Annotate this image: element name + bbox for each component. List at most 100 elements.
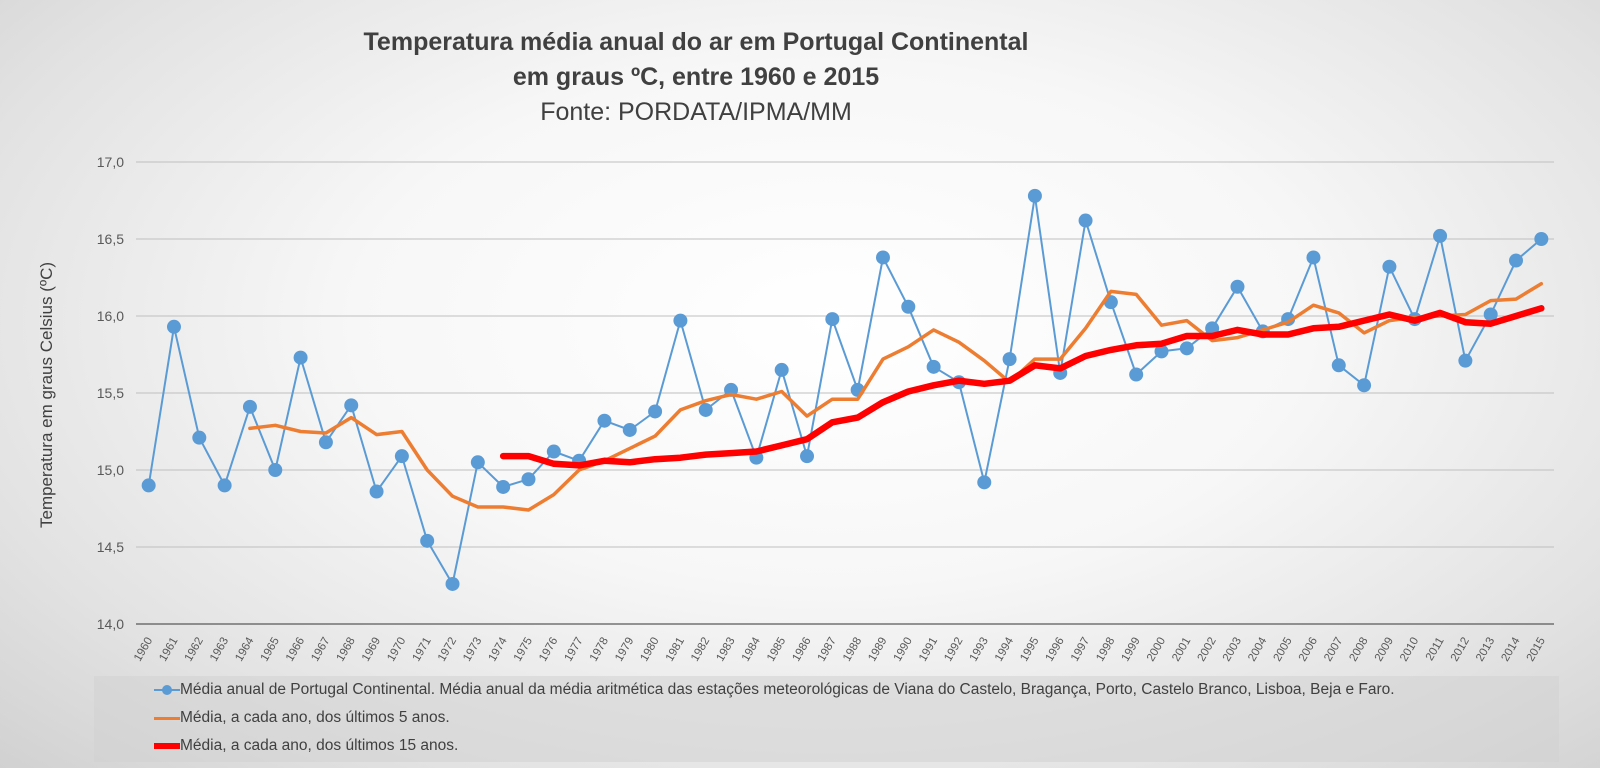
- series-lines: [141, 188, 1549, 591]
- y-tick-label: 14,5: [97, 539, 124, 555]
- data-point-annual: [648, 404, 663, 419]
- data-point-annual: [673, 313, 688, 328]
- legend-item-15yr: Média, a cada ano, dos últimos 15 anos.: [154, 737, 459, 755]
- x-tick-label: 1993: [968, 636, 991, 664]
- data-point-annual: [420, 533, 435, 548]
- series-line-15yr: [499, 305, 1545, 469]
- data-point-annual: [1433, 228, 1448, 243]
- x-tick-label: 1970: [385, 636, 408, 664]
- data-point-annual: [369, 484, 384, 499]
- data-point-annual: [268, 463, 283, 477]
- data-point-annual: [1458, 353, 1473, 368]
- chart-title: Temperatura média anual do ar em Portuga…: [363, 28, 1029, 56]
- x-tick-label: 1982: [689, 636, 712, 664]
- data-point-annual: [926, 359, 941, 374]
- data-point-annual: [698, 402, 713, 417]
- x-tick-label: 1986: [790, 636, 813, 664]
- chart-subtitle: em graus ºC, entre 1960 e 2015: [512, 63, 880, 91]
- x-tick-label: 1980: [638, 636, 661, 664]
- data-point-annual: [166, 319, 181, 334]
- chart-source: Fonte: PORDATA/IPMA/MM: [540, 98, 852, 126]
- x-tick-label: 1975: [512, 636, 535, 664]
- x-tick-label: 1963: [208, 636, 231, 664]
- data-point-annual: [1331, 358, 1346, 373]
- legend: Média anual de Portugal Continental. Méd…: [94, 676, 1559, 762]
- x-tick-label: 1979: [613, 636, 636, 664]
- data-point-annual: [242, 399, 257, 414]
- data-point-annual: [1509, 253, 1524, 268]
- x-tick-label: 1967: [309, 636, 332, 664]
- data-point-annual: [217, 478, 232, 493]
- data-point-annual: [1002, 352, 1017, 367]
- x-tick-label: 1974: [487, 635, 510, 664]
- x-tick-label: 1991: [917, 636, 940, 664]
- y-tick-label: 15,5: [97, 385, 124, 401]
- x-tick-label: 1995: [1018, 636, 1041, 664]
- series-line-5yr: [248, 281, 1544, 512]
- x-tick-label: 2014: [1499, 635, 1522, 664]
- data-point-annual: [546, 444, 561, 459]
- x-tick-label: 1976: [537, 636, 560, 664]
- x-tick-label: 1998: [1094, 636, 1117, 664]
- x-tick-label: 2000: [1145, 636, 1168, 664]
- x-tick-label: 2013: [1474, 636, 1497, 664]
- x-tick-label: 2003: [1221, 636, 1244, 664]
- data-point-annual: [293, 350, 308, 365]
- x-tick-label: 1973: [461, 636, 484, 664]
- y-tick-label: 16,5: [97, 231, 124, 247]
- data-point-annual: [1230, 279, 1245, 294]
- x-tick-label: 2002: [1196, 636, 1219, 664]
- x-tick-label: 1984: [740, 635, 763, 664]
- x-axis-ticks: 1960 1961 1962 1963 1964 1965 1966 1967 1968 1969…: [132, 635, 1548, 664]
- legend-label: Média, a cada ano, dos últimos 15 anos.: [180, 737, 459, 754]
- x-tick-label: 1960: [132, 636, 155, 664]
- data-point-annual: [394, 449, 409, 464]
- data-point-annual: [1382, 259, 1397, 274]
- data-point-annual: [977, 475, 992, 490]
- x-tick-label: 1994: [993, 635, 1016, 664]
- x-tick-label: 2015: [1525, 636, 1548, 664]
- x-tick-label: 1987: [816, 636, 839, 664]
- data-point-annual: [1306, 250, 1321, 265]
- data-point-annual: [1534, 232, 1549, 246]
- data-point-annual: [521, 472, 536, 487]
- x-tick-label: 1961: [157, 636, 180, 664]
- data-point-annual: [875, 250, 890, 265]
- y-tick-label: 14,0: [97, 616, 124, 632]
- x-tick-label: 2009: [1373, 636, 1396, 664]
- x-tick-label: 1983: [714, 636, 737, 664]
- data-point-annual: [1154, 344, 1169, 359]
- x-tick-label: 1989: [866, 636, 889, 664]
- x-tick-label: 2006: [1297, 636, 1320, 664]
- data-point-annual: [1129, 367, 1144, 382]
- data-point-annual: [597, 413, 612, 428]
- x-tick-label: 1972: [436, 636, 459, 664]
- data-point-annual: [1483, 307, 1498, 322]
- data-point-annual: [496, 479, 511, 494]
- data-point-annual: [622, 422, 637, 437]
- legend-label: Média anual de Portugal Continental. Méd…: [180, 681, 1395, 698]
- legend-marker-orange: [154, 717, 180, 720]
- data-point-annual: [825, 312, 840, 327]
- data-point-annual: [344, 398, 359, 413]
- x-tick-label: 1966: [284, 636, 307, 664]
- x-tick-label: 1997: [1069, 636, 1092, 664]
- x-tick-label: 1969: [360, 636, 383, 664]
- data-point-annual: [800, 449, 815, 464]
- x-tick-label: 1985: [765, 636, 788, 664]
- x-tick-label: 2001: [1170, 636, 1193, 664]
- data-point-annual: [445, 576, 460, 591]
- x-tick-label: 1981: [664, 636, 687, 664]
- x-tick-label: 2007: [1322, 636, 1345, 664]
- legend-item-5yr: Média, a cada ano, dos últimos 5 anos.: [154, 709, 450, 727]
- data-point-annual: [1357, 378, 1372, 393]
- x-tick-label: 2005: [1272, 636, 1295, 664]
- x-tick-label: 2008: [1347, 636, 1370, 664]
- y-tick-label: 15,0: [97, 462, 124, 478]
- x-tick-label: 1962: [183, 636, 206, 664]
- data-point-annual: [774, 362, 789, 377]
- x-tick-label: 1971: [411, 636, 434, 664]
- data-point-annual: [470, 455, 485, 470]
- x-tick-label: 2011: [1424, 636, 1447, 663]
